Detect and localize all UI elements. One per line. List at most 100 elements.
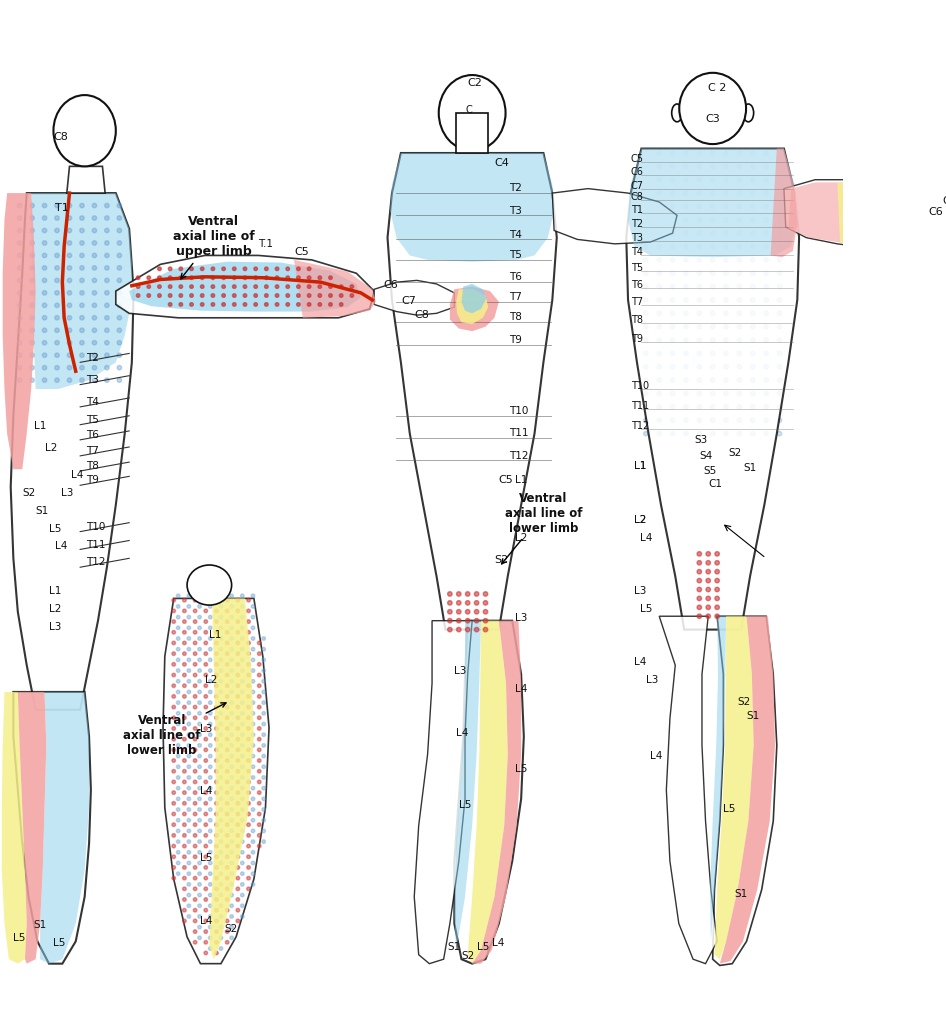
Text: C1: C1 <box>709 479 722 489</box>
Circle shape <box>219 904 222 907</box>
Circle shape <box>230 722 234 726</box>
Circle shape <box>457 628 461 632</box>
Polygon shape <box>710 616 726 941</box>
Circle shape <box>193 652 197 655</box>
Circle shape <box>193 673 197 677</box>
Circle shape <box>230 776 234 779</box>
Circle shape <box>215 609 219 612</box>
Circle shape <box>262 669 266 673</box>
Circle shape <box>275 275 279 280</box>
Circle shape <box>643 391 648 395</box>
Circle shape <box>257 652 261 655</box>
Circle shape <box>643 245 648 249</box>
Circle shape <box>172 865 176 869</box>
Text: S1: S1 <box>447 942 461 952</box>
Circle shape <box>183 706 186 709</box>
Circle shape <box>183 609 186 612</box>
Circle shape <box>176 680 180 683</box>
Circle shape <box>204 855 207 858</box>
Circle shape <box>43 353 46 357</box>
Circle shape <box>208 786 212 790</box>
Circle shape <box>172 791 176 795</box>
Circle shape <box>172 684 176 687</box>
Circle shape <box>671 418 674 423</box>
Text: C8: C8 <box>414 310 429 319</box>
Circle shape <box>715 552 719 556</box>
Circle shape <box>204 951 207 954</box>
Circle shape <box>236 609 239 612</box>
Circle shape <box>236 834 239 838</box>
Circle shape <box>183 684 186 687</box>
Text: C6: C6 <box>928 207 943 217</box>
Circle shape <box>176 851 180 854</box>
Circle shape <box>215 887 219 891</box>
Circle shape <box>236 706 239 709</box>
Circle shape <box>247 769 251 773</box>
Circle shape <box>657 431 661 436</box>
Circle shape <box>225 844 229 848</box>
Circle shape <box>172 673 176 677</box>
Circle shape <box>193 898 197 901</box>
Circle shape <box>193 706 197 709</box>
Circle shape <box>697 569 702 573</box>
Circle shape <box>724 311 728 315</box>
Circle shape <box>697 190 702 196</box>
Circle shape <box>147 275 150 280</box>
Circle shape <box>240 829 244 833</box>
Circle shape <box>187 604 191 608</box>
Circle shape <box>190 303 193 306</box>
Circle shape <box>265 275 268 280</box>
Circle shape <box>198 637 201 640</box>
Circle shape <box>158 294 161 297</box>
Circle shape <box>176 743 180 748</box>
Circle shape <box>257 684 261 687</box>
Circle shape <box>318 285 322 289</box>
Polygon shape <box>472 621 521 964</box>
Circle shape <box>657 404 661 410</box>
Circle shape <box>219 669 222 673</box>
Circle shape <box>92 315 96 321</box>
Circle shape <box>240 680 244 683</box>
Circle shape <box>778 338 781 342</box>
Circle shape <box>262 797 266 801</box>
Circle shape <box>247 716 251 720</box>
Circle shape <box>230 914 234 919</box>
Circle shape <box>697 217 702 222</box>
Circle shape <box>198 914 201 919</box>
Circle shape <box>172 769 176 773</box>
Circle shape <box>236 802 239 805</box>
Circle shape <box>204 706 207 709</box>
Circle shape <box>211 285 215 289</box>
Circle shape <box>208 712 212 715</box>
Circle shape <box>215 684 219 687</box>
Circle shape <box>187 914 191 919</box>
Circle shape <box>17 216 22 220</box>
Circle shape <box>697 204 702 209</box>
Circle shape <box>215 791 219 795</box>
Circle shape <box>30 291 34 295</box>
Circle shape <box>750 177 755 182</box>
Circle shape <box>286 267 289 270</box>
Circle shape <box>737 298 742 302</box>
Circle shape <box>684 418 688 423</box>
Circle shape <box>764 164 768 169</box>
Circle shape <box>750 231 755 236</box>
Circle shape <box>17 328 22 333</box>
Circle shape <box>105 265 109 270</box>
Circle shape <box>297 275 300 280</box>
Circle shape <box>208 936 212 940</box>
Circle shape <box>208 914 212 919</box>
Circle shape <box>483 628 488 632</box>
Circle shape <box>724 204 728 209</box>
Circle shape <box>252 743 254 748</box>
Polygon shape <box>659 616 717 964</box>
Circle shape <box>657 378 661 382</box>
Circle shape <box>764 245 768 249</box>
Circle shape <box>252 626 254 630</box>
Circle shape <box>55 279 60 283</box>
Circle shape <box>252 604 254 608</box>
Text: Ventral
axial line of
upper limb: Ventral axial line of upper limb <box>173 215 254 279</box>
Circle shape <box>230 669 234 673</box>
Circle shape <box>208 808 212 811</box>
Circle shape <box>230 690 234 693</box>
